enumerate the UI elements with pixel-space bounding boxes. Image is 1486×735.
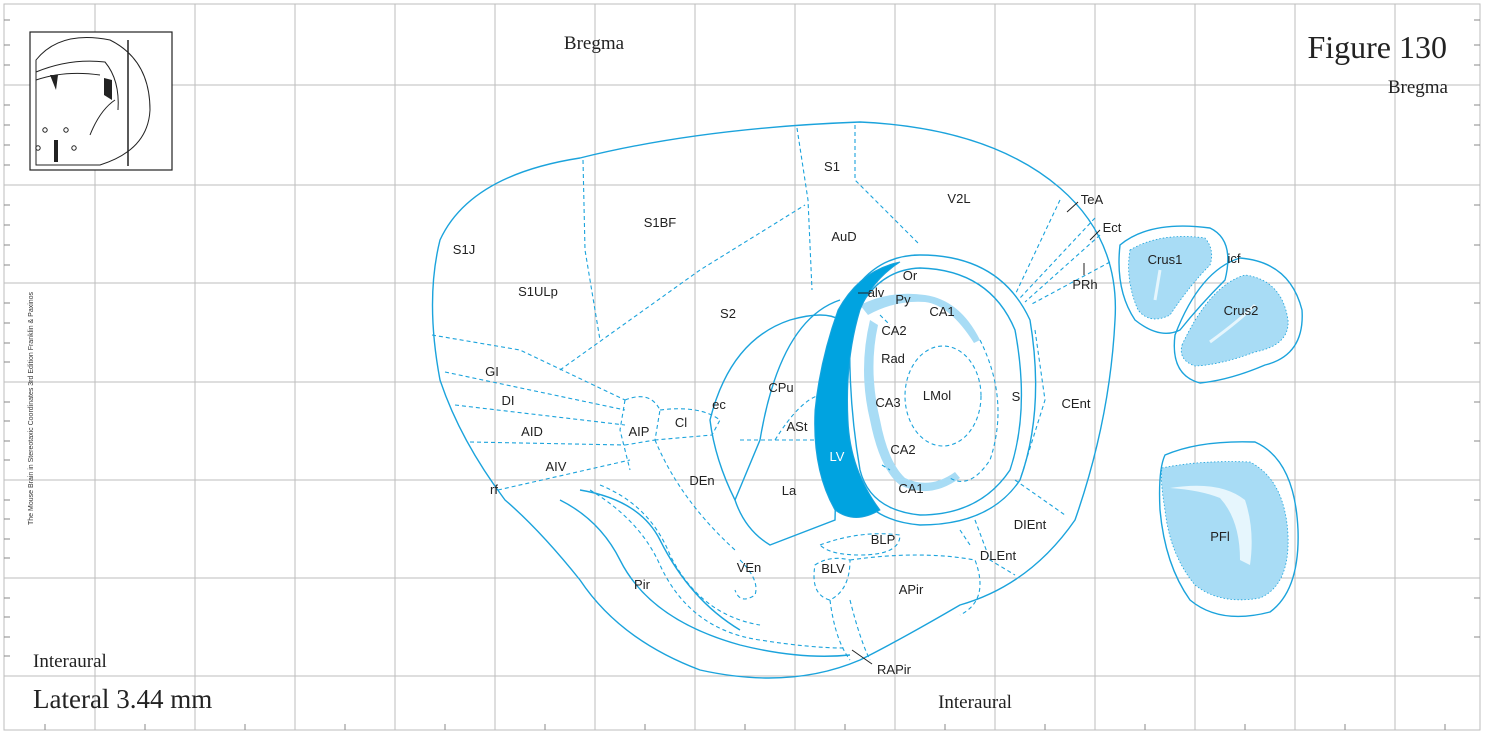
coordinate-grid bbox=[3, 3, 1481, 731]
brain-section bbox=[431, 121, 1117, 679]
bregma-right-label: Bregma bbox=[1388, 77, 1449, 98]
label-CA2-top: CA2 bbox=[881, 323, 906, 338]
label-PRh: PRh bbox=[1072, 277, 1097, 292]
label-rf: rf bbox=[490, 482, 498, 497]
label-AIP: AIP bbox=[629, 424, 650, 439]
label-CA3: CA3 bbox=[875, 395, 900, 410]
label-Pir: Pir bbox=[634, 577, 651, 592]
text-labels: Figure 130 Bregma Bregma Interaural Inte… bbox=[28, 29, 1449, 714]
figure-title: Figure 130 bbox=[1307, 29, 1447, 65]
label-alv: alv bbox=[868, 285, 885, 300]
label-ec: ec bbox=[712, 397, 726, 412]
inset-thumbnail bbox=[29, 31, 173, 171]
label-TeA: TeA bbox=[1081, 192, 1104, 207]
label-Rad: Rad bbox=[881, 351, 905, 366]
label-DIEnt: DIEnt bbox=[1014, 517, 1047, 532]
label-CA1-top: CA1 bbox=[929, 304, 954, 319]
label-AID: AID bbox=[521, 424, 543, 439]
lateral-label: Lateral 3.44 mm bbox=[33, 684, 212, 714]
label-S1BF: S1BF bbox=[644, 215, 677, 230]
bregma-top-label: Bregma bbox=[564, 33, 625, 54]
label-Crus2: Crus2 bbox=[1224, 303, 1259, 318]
label-PFl: PFl bbox=[1210, 529, 1230, 544]
label-La: La bbox=[782, 483, 797, 498]
label-CPu: CPu bbox=[768, 380, 793, 395]
label-S: S bbox=[1012, 389, 1021, 404]
label-ASt: ASt bbox=[787, 419, 808, 434]
label-S2: S2 bbox=[720, 306, 736, 321]
label-RAPir: RAPir bbox=[877, 662, 912, 677]
label-VEn: VEn bbox=[737, 560, 762, 575]
label-CEnt: CEnt bbox=[1062, 396, 1091, 411]
label-AuD: AuD bbox=[831, 229, 856, 244]
label-DI: DI bbox=[502, 393, 515, 408]
label-LMol: LMol bbox=[923, 388, 951, 403]
label-Ect: Ect bbox=[1103, 220, 1122, 235]
cerebellum-pieces bbox=[1118, 225, 1303, 618]
label-LV: LV bbox=[830, 449, 845, 464]
label-CA2-bot: CA2 bbox=[890, 442, 915, 457]
label-CA1-bot: CA1 bbox=[898, 481, 923, 496]
label-S1J: S1J bbox=[453, 242, 475, 257]
label-APir: APir bbox=[899, 582, 924, 597]
label-S1: S1 bbox=[824, 159, 840, 174]
label-DEn: DEn bbox=[689, 473, 714, 488]
label-icf: icf bbox=[1228, 251, 1241, 266]
interaural-bottom-label: Interaural bbox=[938, 692, 1012, 713]
label-S1ULp: S1ULp bbox=[518, 284, 558, 299]
label-BLV: BLV bbox=[821, 561, 845, 576]
label-DLEnt: DLEnt bbox=[980, 548, 1017, 563]
label-V2L: V2L bbox=[947, 191, 970, 206]
label-Or: Or bbox=[903, 268, 918, 283]
side-credit: The Mouse Brain in Stereotaxic Coordinat… bbox=[28, 291, 35, 525]
label-BLP: BLP bbox=[871, 532, 896, 547]
label-AIV: AIV bbox=[546, 459, 567, 474]
edge-ticks bbox=[4, 19, 1480, 730]
label-Cl: Cl bbox=[675, 415, 687, 430]
label-Crus1: Crus1 bbox=[1148, 252, 1183, 267]
label-Py: Py bbox=[895, 292, 911, 307]
label-GI: GI bbox=[485, 364, 499, 379]
interaural-left-label: Interaural bbox=[33, 651, 107, 672]
